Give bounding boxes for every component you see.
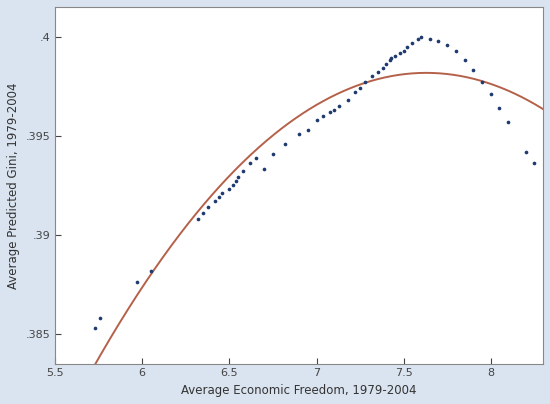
Point (403, 43, 411, 50)
Point (350, 89, 359, 95)
Point (469, 67, 478, 74)
Point (246, 160, 255, 167)
Point (486, 91, 495, 97)
Point (232, 178, 241, 185)
Point (413, 36, 422, 42)
X-axis label: Average Economic Freedom, 1979-2004: Average Economic Freedom, 1979-2004 (182, 384, 417, 397)
Point (225, 186, 234, 192)
Point (452, 47, 460, 54)
Point (460, 57, 469, 64)
Y-axis label: Average Predicted Gini, 1979-2004: Average Predicted Gini, 1979-2004 (7, 82, 20, 288)
Point (344, 97, 353, 103)
Point (211, 198, 220, 204)
Point (228, 182, 237, 189)
Point (382, 61, 390, 67)
Point (91, 325, 100, 331)
Point (373, 69, 382, 76)
Point (396, 49, 405, 56)
Point (319, 113, 328, 119)
Point (335, 103, 344, 109)
Point (387, 55, 396, 62)
Point (399, 47, 408, 54)
Point (443, 41, 452, 48)
Point (329, 107, 338, 113)
Point (361, 79, 370, 86)
Point (218, 190, 227, 196)
Point (408, 39, 417, 46)
Point (251, 154, 260, 161)
Point (356, 85, 365, 91)
Point (280, 141, 289, 147)
Point (133, 279, 141, 286)
Point (295, 130, 304, 137)
Point (477, 79, 486, 86)
Point (199, 210, 208, 216)
Point (146, 267, 155, 274)
Point (204, 204, 213, 210)
Point (390, 53, 399, 60)
Point (239, 168, 248, 175)
Point (434, 38, 443, 44)
Point (312, 117, 321, 123)
Point (521, 148, 530, 155)
Point (530, 160, 539, 167)
Point (304, 126, 312, 133)
Point (495, 105, 504, 111)
Point (504, 119, 513, 125)
Point (268, 150, 277, 157)
Point (368, 73, 377, 80)
Point (96, 315, 105, 321)
Point (234, 174, 243, 181)
Point (214, 194, 223, 200)
Point (194, 216, 202, 222)
Point (378, 65, 387, 72)
Point (425, 36, 434, 42)
Point (417, 34, 426, 40)
Point (260, 166, 268, 173)
Point (386, 57, 394, 64)
Point (326, 109, 335, 115)
